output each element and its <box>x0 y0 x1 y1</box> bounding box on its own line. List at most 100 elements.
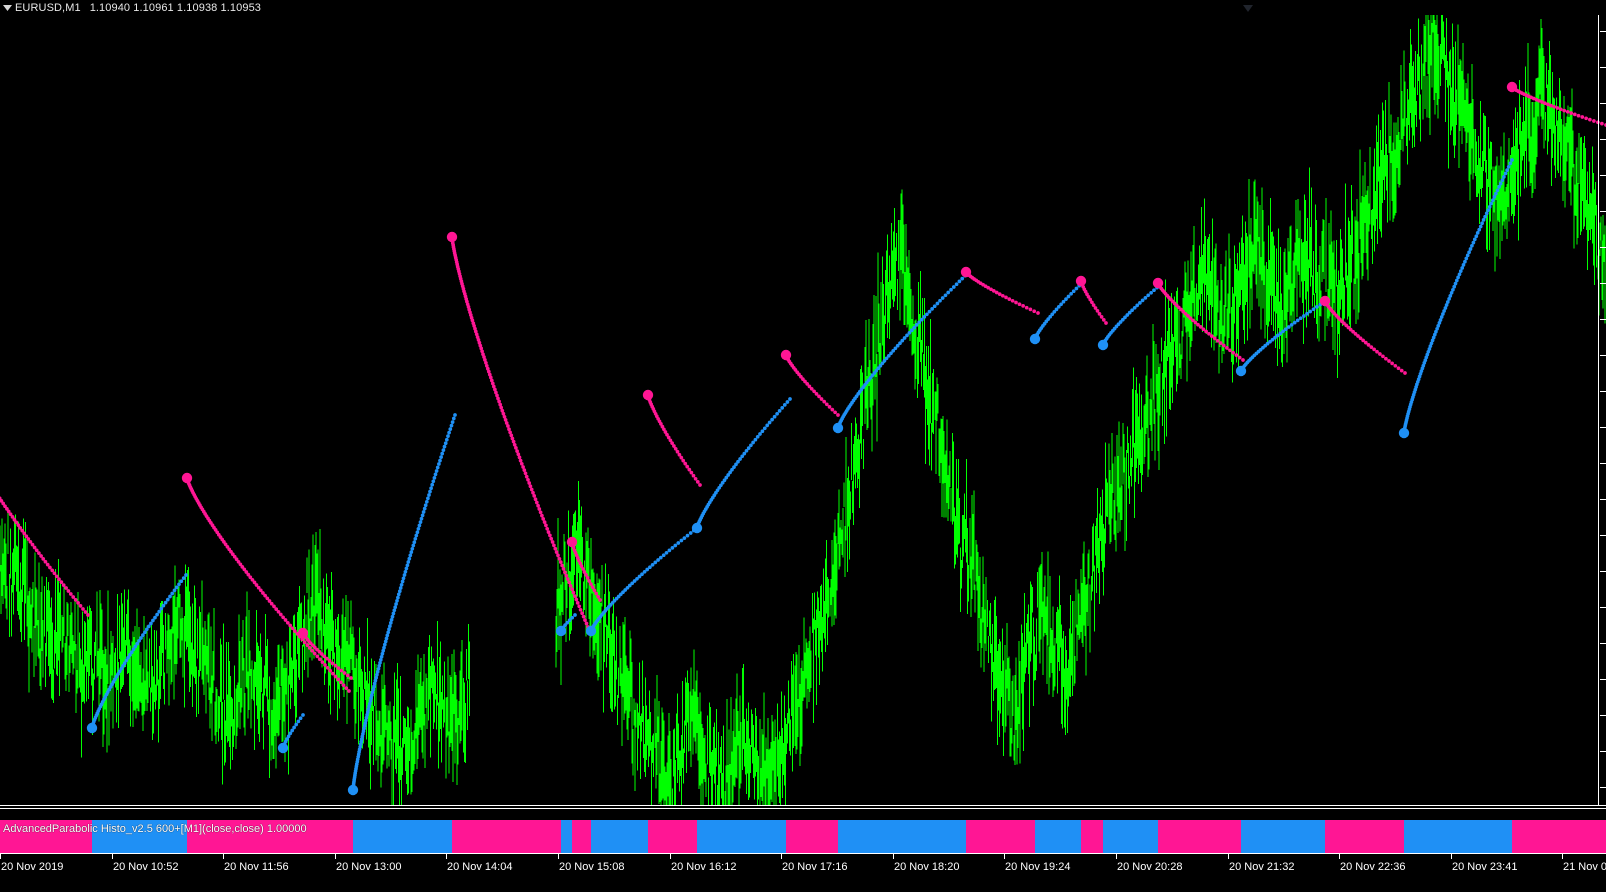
sar-dot <box>28 539 33 544</box>
sar-dot <box>418 520 423 524</box>
sar-dot <box>635 576 639 581</box>
sar-dot <box>1088 297 1093 302</box>
sar-dot <box>126 655 130 660</box>
sar-dot <box>809 386 814 391</box>
sar-dot <box>775 411 779 416</box>
time-axis[interactable]: 20 Nov 2019 20 Nov 10:52 20 Nov 11:56 20 No… <box>0 853 1606 892</box>
price-scale-axis[interactable] <box>1598 15 1606 805</box>
sar-dot <box>880 361 885 366</box>
sar-dot <box>662 427 666 432</box>
sar-dot <box>402 573 407 577</box>
sar-dot <box>470 318 475 323</box>
sar-dot <box>439 455 443 459</box>
sar-dot <box>396 592 401 597</box>
sar-dot <box>580 611 584 616</box>
sar-dot <box>830 407 835 412</box>
sar-dot <box>302 640 307 645</box>
time-axis-label: 20 Nov 13:00 <box>336 861 402 873</box>
sar-dot <box>384 636 389 641</box>
sar-dot <box>596 594 600 599</box>
sar-dot <box>531 490 535 495</box>
sar-dot <box>1396 366 1401 371</box>
chevron-down-icon[interactable] <box>0 0 14 15</box>
sar-dot <box>726 473 731 477</box>
sar-dot <box>889 351 893 356</box>
sar-dot <box>423 503 428 508</box>
sar-dot <box>1424 355 1429 360</box>
sar-dot <box>656 558 660 562</box>
sar-dot <box>1212 336 1217 341</box>
histogram-segment-bull <box>561 820 572 853</box>
sar-dot <box>552 543 556 548</box>
sar-dot <box>583 618 587 622</box>
sar-dot <box>1569 111 1574 115</box>
time-axis-label: 20 Nov 19:24 <box>1005 861 1071 873</box>
sar-dot <box>1314 305 1319 309</box>
sar-dot <box>339 680 343 685</box>
sar-dot <box>5 507 9 511</box>
sar-dot <box>540 513 544 518</box>
sar-dot <box>485 366 490 371</box>
sar-dot <box>1428 344 1433 348</box>
advanced-parabolic-histogram <box>0 820 1606 853</box>
sar-dot <box>1438 318 1443 322</box>
sar-dot <box>1234 353 1239 357</box>
sar-dot <box>122 661 127 666</box>
sar-dot <box>451 416 456 421</box>
sar-dot <box>673 543 678 548</box>
sar-dot <box>659 422 663 426</box>
sar-dot <box>1421 363 1426 368</box>
sar-dot <box>172 588 177 593</box>
sar-dot <box>1458 269 1463 273</box>
sar-dot <box>1576 113 1581 118</box>
sar-dot <box>917 320 922 325</box>
sar-dot <box>398 586 403 590</box>
pane-separator[interactable] <box>0 805 1606 811</box>
sar-dot <box>749 443 753 448</box>
sar-dot <box>683 461 688 466</box>
sar-dot <box>767 420 772 425</box>
sar-dot <box>230 552 235 557</box>
sar-dot <box>388 624 392 628</box>
sar-dot <box>301 713 305 717</box>
sar-dot <box>515 449 519 453</box>
sar-dot <box>523 471 528 476</box>
sar-dot <box>590 585 595 590</box>
price-scale-tick <box>1600 751 1606 752</box>
sar-dot <box>1580 115 1585 119</box>
time-axis-tick <box>1116 853 1117 859</box>
sar-dot <box>1467 250 1471 255</box>
sar-dot <box>323 663 327 667</box>
sar-dot <box>385 633 390 638</box>
sar-dot <box>37 551 41 555</box>
histogram-segment-bear <box>966 820 1035 853</box>
sar-dot <box>1017 302 1022 307</box>
sar-dot <box>6 509 11 514</box>
sar-dot <box>331 671 335 676</box>
histogram-segment-bear <box>452 820 561 853</box>
sar-dot <box>310 648 315 653</box>
sar-dot <box>238 562 243 567</box>
sar-dot <box>1600 121 1604 126</box>
sar-dot <box>438 458 442 463</box>
price-scale-tick <box>1600 463 1606 464</box>
sar-dot <box>1366 343 1371 347</box>
sar-dot <box>819 397 824 401</box>
time-axis-label: 20 Nov 2019 <box>1 861 64 873</box>
sar-dot <box>627 583 632 588</box>
indicator-pane[interactable]: AdvancedParabolic Histo_v2.5 600+[M1](cl… <box>0 811 1606 853</box>
price-chart-canvas[interactable] <box>0 15 1606 805</box>
sar-dot <box>59 580 64 584</box>
sar-dot <box>563 623 567 627</box>
sar-dot <box>672 444 676 448</box>
sar-dot <box>294 722 299 727</box>
sar-dot <box>670 546 675 550</box>
sar-dot <box>1138 301 1142 305</box>
sar-dot <box>1434 329 1438 334</box>
sar-dot <box>895 343 900 348</box>
sar-dot <box>1489 201 1494 206</box>
sar-dot <box>1429 341 1434 346</box>
price-scale-tick <box>1600 247 1606 248</box>
sar-dot <box>1032 309 1037 314</box>
sar-dot <box>298 716 303 721</box>
